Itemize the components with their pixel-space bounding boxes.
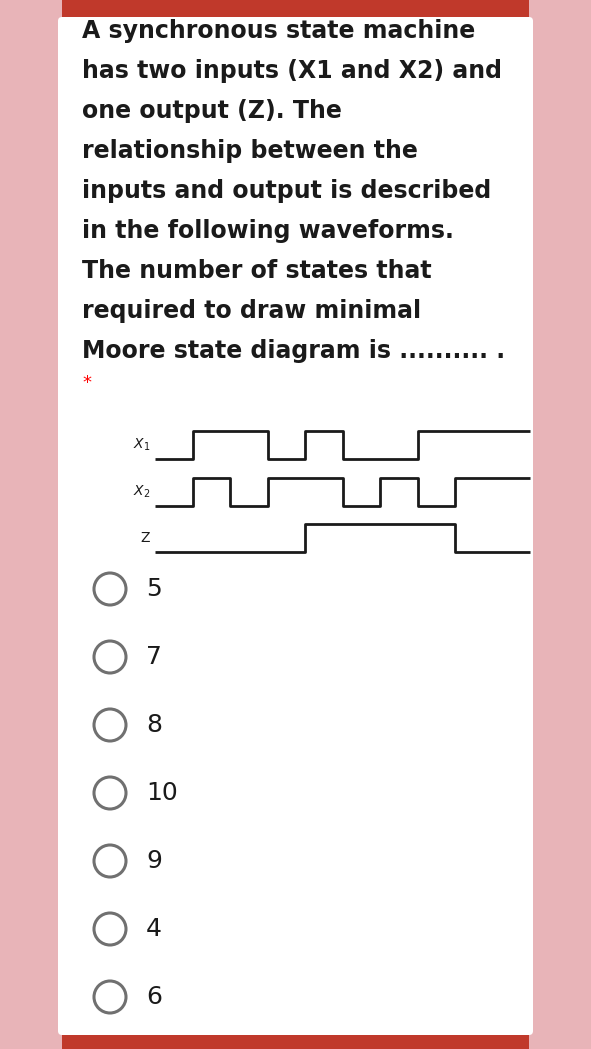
Text: $X_2$: $X_2$ xyxy=(133,484,150,500)
Text: 10: 10 xyxy=(146,782,178,805)
Text: relationship between the: relationship between the xyxy=(82,140,418,163)
Text: 8: 8 xyxy=(146,713,162,737)
Text: 9: 9 xyxy=(146,849,162,873)
Text: Z: Z xyxy=(141,531,150,545)
Text: *: * xyxy=(82,374,91,392)
Text: A synchronous state machine: A synchronous state machine xyxy=(82,19,475,43)
Text: has two inputs (X1 and X2) and: has two inputs (X1 and X2) and xyxy=(82,59,502,83)
Text: Moore state diagram is .......... .: Moore state diagram is .......... . xyxy=(82,339,505,363)
FancyBboxPatch shape xyxy=(58,17,533,1035)
Bar xyxy=(529,0,591,1049)
Text: $X_1$: $X_1$ xyxy=(132,436,150,453)
Text: 6: 6 xyxy=(146,985,162,1009)
Text: one output (Z). The: one output (Z). The xyxy=(82,99,342,123)
Text: The number of states that: The number of states that xyxy=(82,259,431,283)
Bar xyxy=(0,0,62,1049)
Text: inputs and output is described: inputs and output is described xyxy=(82,179,491,204)
Text: required to draw minimal: required to draw minimal xyxy=(82,299,421,323)
Text: 4: 4 xyxy=(146,917,162,941)
Text: 7: 7 xyxy=(146,645,162,669)
Text: 5: 5 xyxy=(146,577,162,601)
Text: in the following waveforms.: in the following waveforms. xyxy=(82,219,454,243)
